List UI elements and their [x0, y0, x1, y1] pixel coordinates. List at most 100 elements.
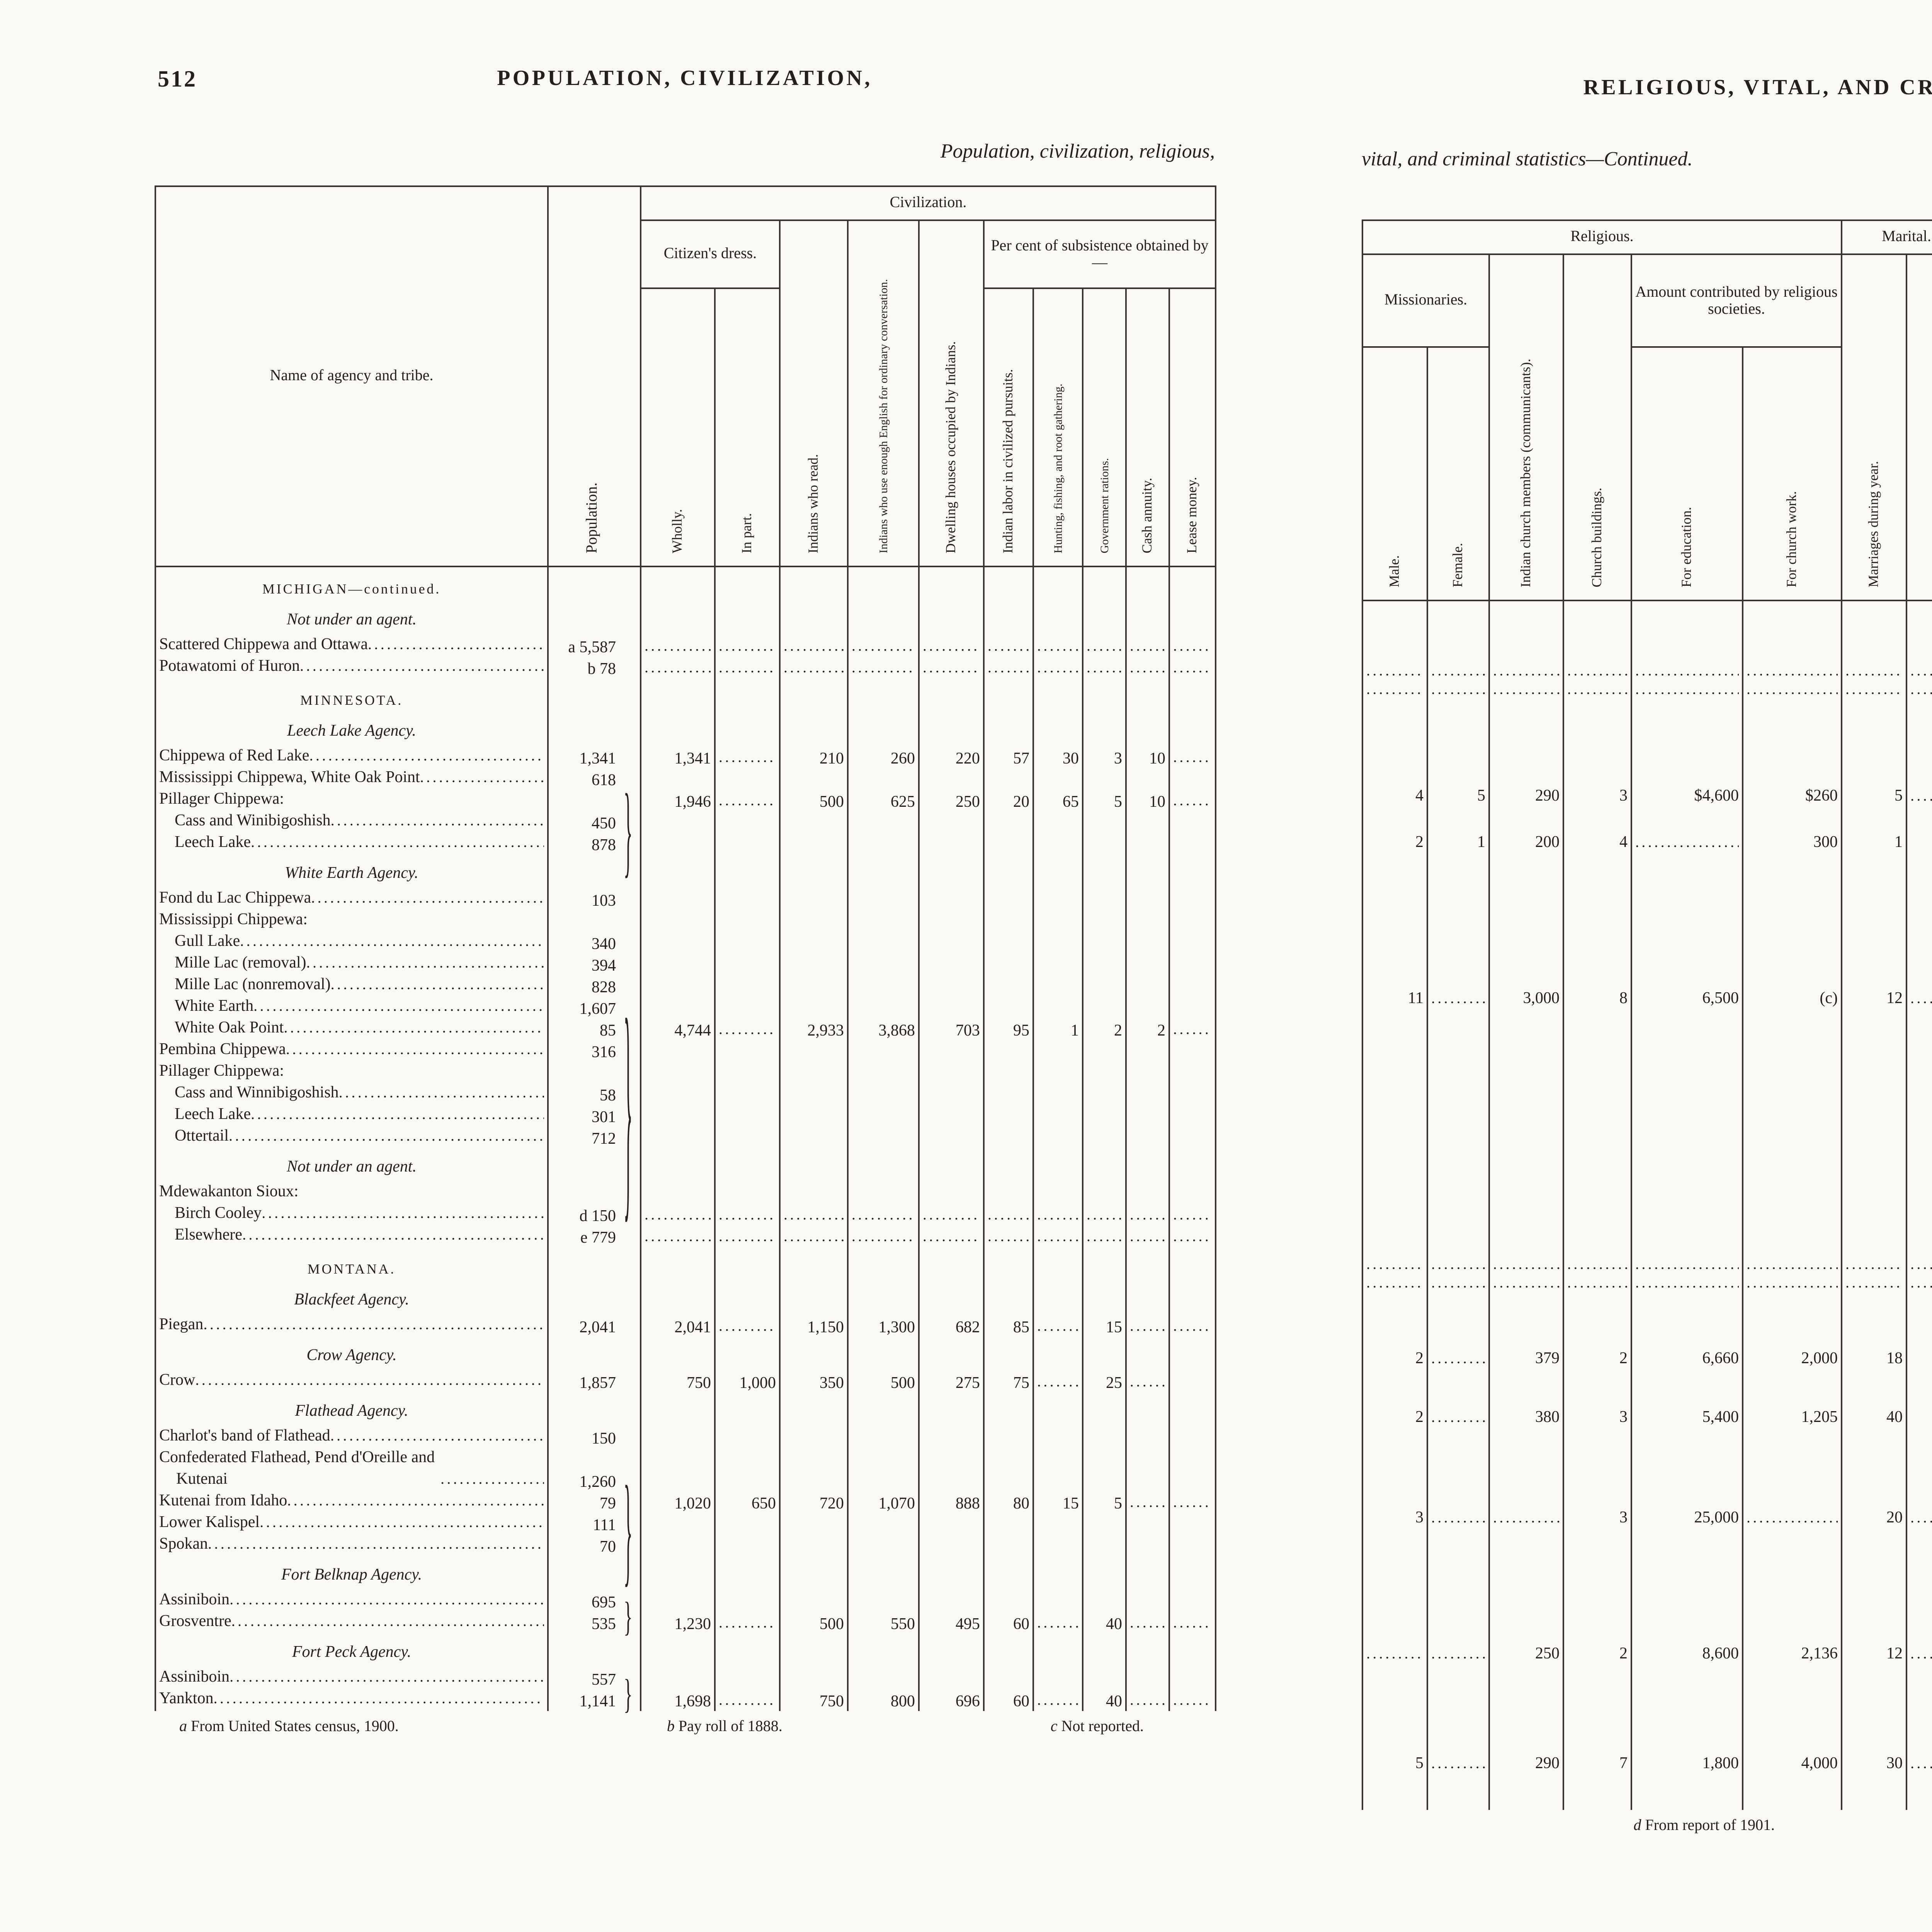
stat-value: 3 — [1906, 1389, 1932, 1447]
stat-value — [1125, 910, 1170, 932]
stat-value — [1168, 1513, 1217, 1535]
stat-value — [1125, 1182, 1170, 1204]
stat-value — [1906, 1447, 1932, 1590]
stat-value — [1082, 1393, 1127, 1427]
stat-value — [1032, 566, 1083, 601]
population-value: 535 — [547, 1612, 619, 1634]
population-value: 1,341 — [547, 747, 619, 768]
stat-value — [640, 1556, 716, 1590]
stat-value — [1563, 681, 1632, 699]
agency-row: Charlot's band of Flathead 150} — [155, 1427, 1217, 1601]
section-heading-row: Fort Peck Agency. — [155, 1634, 1217, 1668]
brace-spacer — [619, 657, 641, 679]
stat-value: 12 — [1841, 1590, 1907, 1719]
dotted-leader — [1431, 1755, 1485, 1774]
stat-value — [1906, 1256, 1932, 1274]
col-header-english-conversation: Indians who use enough English for ordin… — [847, 219, 920, 567]
dotted-leader — [1747, 1509, 1838, 1528]
stat-value — [1032, 713, 1083, 747]
col-header-indian-labor: Indian labor in civilized pursuits. — [983, 287, 1034, 567]
stat-value — [1168, 601, 1217, 635]
dotted-leader — [784, 1229, 844, 1247]
stat-value — [1168, 910, 1217, 932]
stat-value — [714, 1337, 781, 1371]
col-group-marital: Marital. — [1841, 219, 1932, 255]
stat-value — [1427, 1719, 1490, 1809]
stat-value: 888 — [918, 1492, 985, 1513]
stat-value — [1168, 1148, 1217, 1182]
stat-value — [779, 954, 849, 975]
stat-value: 1,020 — [640, 1492, 716, 1513]
stat-value — [847, 1448, 920, 1492]
dotted-leader — [1173, 1615, 1212, 1634]
stat-value — [918, 1182, 985, 1204]
agency-name-line: Leech Lake — [159, 833, 544, 855]
dotted-leader — [368, 635, 544, 657]
stat-value — [1563, 1293, 1632, 1330]
agency-name-line: Pillager Chippewa: — [159, 1062, 544, 1083]
stat-value — [1427, 1293, 1490, 1330]
stat-value — [1906, 681, 1932, 699]
agency-name-line: Pembina Chippewa — [159, 1040, 544, 1062]
stat-value: 800 — [847, 1689, 920, 1711]
brace-spacer — [619, 1182, 641, 1204]
brace-spacer — [619, 679, 641, 713]
agency-name-line: Potawatomi of Huron — [159, 657, 544, 679]
dotted-leader — [253, 997, 544, 1019]
stat-value — [714, 1427, 781, 1448]
stat-value — [779, 566, 849, 601]
dotted-leader — [852, 1229, 915, 1247]
stat-value: 250 — [918, 790, 985, 811]
stat-value — [1082, 1634, 1127, 1668]
stat-value — [1168, 1590, 1217, 1612]
agency-name: Lower Kalispel — [155, 1513, 549, 1535]
stat-value — [847, 657, 920, 679]
stat-value — [714, 1393, 781, 1427]
stat-value: 80 — [983, 1492, 1034, 1513]
agency-heading: Blackfeet Agency. — [155, 1281, 549, 1315]
stat-value — [779, 1427, 849, 1448]
stat-value — [1362, 1256, 1428, 1274]
agency-name-text: Cass and Winnibigoshish — [175, 1085, 339, 1102]
agency-row: Birch Cooley d 150 — [155, 1204, 1217, 1226]
stat-value: 495 — [918, 1612, 985, 1634]
stat-value — [1742, 1447, 1842, 1590]
stat-value — [779, 1281, 849, 1315]
stat-value — [1168, 1127, 1217, 1148]
left-table-header: Name of agency and tribe. Population. Ci… — [155, 185, 1217, 567]
stat-value — [779, 679, 849, 713]
stat-value: 5 — [1362, 1719, 1428, 1809]
stat-value — [1032, 1148, 1083, 1182]
dotted-leader — [260, 1513, 544, 1535]
stat-value — [847, 1204, 920, 1226]
stat-value — [1427, 1590, 1490, 1719]
stat-value — [779, 1337, 849, 1371]
dotted-leader — [719, 660, 776, 679]
population-value: 2,041 — [547, 1315, 619, 1337]
stat-value: 1,300 — [847, 1315, 920, 1337]
stat-value — [918, 811, 985, 833]
stat-value: 25 — [1082, 1371, 1127, 1393]
agency-name-text: Piegan — [159, 1317, 204, 1334]
stat-value — [779, 910, 849, 932]
stat-value — [1125, 1127, 1170, 1148]
stat-value — [1488, 1293, 1564, 1330]
stat-value — [714, 1105, 781, 1127]
stat-value — [714, 601, 781, 635]
dotted-leader — [1087, 1229, 1122, 1247]
agency-row: Leech Lake 878 — [155, 833, 1217, 855]
stat-value — [779, 833, 849, 855]
stat-value — [640, 1535, 716, 1556]
stat-value — [1032, 1634, 1083, 1668]
stat-value — [1631, 1293, 1743, 1330]
stat-value — [983, 1062, 1034, 1083]
agency-name-text: White Earth — [175, 998, 254, 1015]
stat-value — [1168, 1668, 1217, 1689]
dotted-leader — [284, 1019, 544, 1040]
page-left: Name of agency and tribe. Population. Ci… — [155, 185, 1217, 1736]
stat-value — [779, 1182, 849, 1204]
stat-value: 3 — [1563, 1447, 1632, 1590]
agency-heading: Crow Agency. — [155, 1337, 549, 1371]
dotted-leader — [331, 975, 544, 997]
population-value: 695 — [547, 1590, 619, 1612]
